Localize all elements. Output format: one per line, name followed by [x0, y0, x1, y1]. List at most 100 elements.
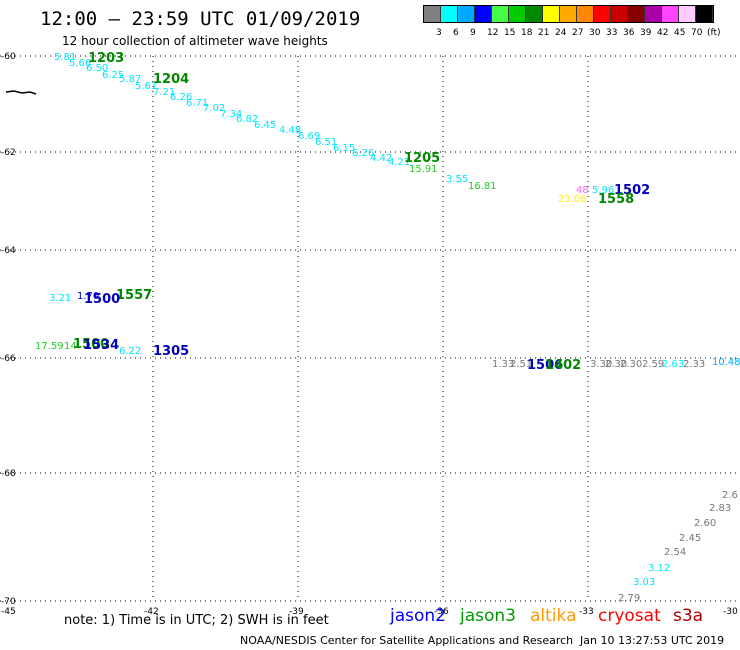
legend-swatch	[696, 6, 713, 22]
legend-swatch	[594, 6, 611, 22]
wave-height-label: 5.61	[135, 81, 157, 92]
satellite-s3a: s3a	[673, 606, 704, 626]
longitude-tick-labels: -45 -42 -39 -36 -33 -30	[1, 607, 738, 617]
page-subtitle: 12 hour collection of altimeter wave hei…	[62, 34, 328, 48]
lat-tick-label: -60	[1, 52, 16, 62]
wave-height-label: 7.02	[203, 103, 225, 114]
lon-tick-label: -45	[1, 607, 16, 617]
wave-height-label: 3.55	[446, 174, 468, 185]
satellite-jason3: jason3	[460, 606, 516, 626]
legend-label: 42	[657, 28, 669, 38]
pass-time-label: 1557	[116, 288, 152, 303]
wave-height-label: 6.26	[352, 148, 374, 159]
wave-height-label: 10.48	[712, 357, 740, 368]
lon-tick-label: -36	[434, 607, 449, 617]
credit-text: NOAA/NESDIS Center for Satellite Applica…	[240, 634, 574, 647]
legend-label: 45	[674, 28, 686, 38]
lat-tick-label: -62	[1, 148, 16, 158]
lon-tick-label: -33	[579, 607, 594, 617]
wave-height-label: 2.63	[662, 359, 684, 370]
wave-height-labels: 5.815.666.506.255.875.617.216.266.717.02…	[35, 52, 740, 604]
pass-time-label: 1506	[527, 358, 563, 373]
legend-swatch	[628, 6, 645, 22]
legend-label: 30	[589, 28, 601, 38]
legend-label: 9	[470, 28, 476, 38]
pass-time-label: 1558	[598, 192, 634, 207]
wave-height-label: 4.48	[279, 125, 301, 136]
satellite-cryosat: cryosat	[598, 606, 661, 626]
legend-label: 3	[436, 28, 442, 38]
wave-height-label: 1.70	[77, 291, 99, 302]
lat-tick-label: -68	[1, 469, 16, 479]
lat-tick-label: -66	[1, 354, 16, 364]
wave-height-label: 7.21	[153, 87, 175, 98]
legend-swatch	[509, 6, 526, 22]
coastline-fragment	[5, 90, 37, 95]
wave-height-label: 2.59	[642, 359, 664, 370]
pass-time-label: 1204	[153, 72, 189, 87]
legend-label: (ft)	[707, 28, 721, 38]
pass-time-label: 1402	[545, 358, 581, 373]
wave-height-label: 16.81	[468, 181, 497, 192]
color-scale-legend: 3 6 9 12 15 18 21 24 27 30 33 36 39 42 45 70 (ft)	[423, 5, 721, 38]
lon-tick-label: -30	[723, 607, 738, 617]
wave-height-label: 5.87	[119, 74, 141, 85]
wave-height-label: 3.30	[590, 359, 612, 370]
pass-time-label: 1502	[614, 183, 650, 198]
legend-label: 6	[453, 28, 459, 38]
wave-height-label: 2.33	[683, 359, 705, 370]
wave-height-label: 2.54	[664, 547, 686, 558]
wave-height-label: 6.82	[236, 114, 258, 125]
wave-height-label: 2.83	[709, 503, 731, 514]
wave-height-label: 48	[576, 185, 589, 196]
pass-time-label: 1305	[153, 344, 189, 359]
pass-time-label: 1534	[83, 338, 119, 353]
wave-height-label: 6.45	[254, 120, 276, 131]
legend-swatch	[543, 6, 560, 22]
wave-height-label: 3.12	[648, 563, 670, 574]
wave-height-label: 6.69	[298, 131, 320, 142]
wave-height-label: 6.50	[86, 63, 108, 74]
legend-label: 15	[504, 28, 516, 38]
wave-height-label: 5.96	[592, 185, 614, 196]
legend-label: 21	[538, 28, 550, 38]
wave-height-label: 6.26	[170, 92, 192, 103]
legend-label: 39	[640, 28, 652, 38]
legend-label: 33	[606, 28, 618, 38]
grid-lines	[0, 55, 740, 602]
legend-swatch	[645, 6, 662, 22]
legend-swatch	[679, 6, 696, 22]
legend-label: 12	[487, 28, 499, 38]
lon-tick-label: -42	[144, 607, 159, 617]
legend-label: 27	[572, 28, 584, 38]
wave-height-label: 7.34	[220, 109, 242, 120]
generated-timestamp: Jan 10 13:27:53 UTC 2019	[580, 634, 725, 647]
page-title: 12:00 – 23:59 UTC 01/09/2019	[40, 8, 361, 30]
legend-swatch	[458, 6, 475, 22]
wave-height-label: 6.15	[333, 143, 355, 154]
legend-label: 18	[521, 28, 533, 38]
wave-height-label: 17.59	[35, 341, 64, 352]
legend-label: 24	[555, 28, 567, 38]
lat-tick-label: -64	[1, 246, 16, 256]
pass-time-label: 1203	[88, 51, 124, 66]
pass-time-label: 1500	[84, 292, 120, 307]
wave-height-label: 2.79	[618, 593, 640, 604]
wave-height-label: 2.51	[510, 359, 532, 370]
wave-height-label: 2.30	[605, 359, 627, 370]
wave-height-label: 3.03	[633, 577, 655, 588]
wave-height-label: 6.25	[102, 70, 124, 81]
wave-height-label: 2.30	[620, 359, 642, 370]
legend-label: 70	[691, 28, 703, 38]
wave-height-label: 3.21	[49, 293, 71, 304]
wave-height-label: 4.42	[370, 153, 392, 164]
legend-swatch	[424, 6, 441, 22]
wave-height-label: 2.45	[679, 533, 701, 544]
wave-height-label: 2.6	[722, 490, 738, 501]
pass-time-label: 1500	[73, 337, 109, 352]
wave-height-label: 2.60	[694, 518, 716, 529]
wave-height-label: 6.22	[119, 346, 141, 357]
wave-height-label: 5.66	[69, 58, 91, 69]
satellite-altika: altika	[530, 606, 577, 626]
